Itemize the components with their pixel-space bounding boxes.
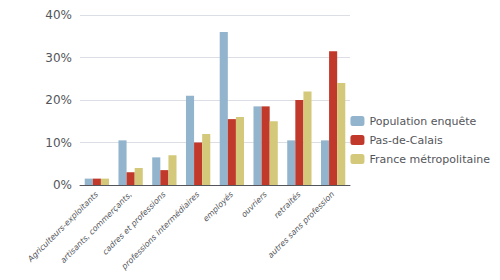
svg-text:autres sans profession: autres sans profession — [266, 190, 336, 260]
svg-text:cadres et professions: cadres et professions — [101, 190, 168, 257]
svg-text:employés: employés — [201, 190, 235, 224]
svg-text:40%: 40% — [45, 8, 72, 22]
svg-text:30%: 30% — [45, 51, 72, 65]
svg-text:professions intermédiaires: professions intermédiaires — [119, 190, 201, 272]
svg-text:France métropolitaine: France métropolitaine — [369, 153, 490, 166]
svg-text:Population enquête: Population enquête — [369, 115, 476, 128]
svg-text:artisants, commerçants,: artisants, commerçants, — [58, 189, 134, 265]
svg-text:Agriculteurs-exploitants: Agriculteurs-exploitants — [26, 189, 101, 264]
svg-text:Pas-de-Calais: Pas-de-Calais — [369, 134, 443, 147]
svg-text:retraités: retraités — [272, 190, 302, 220]
svg-text:10%: 10% — [45, 136, 72, 150]
svg-text:0%: 0% — [53, 178, 72, 192]
svg-text:20%: 20% — [45, 93, 72, 107]
svg-text:ouvriers: ouvriers — [239, 190, 268, 219]
